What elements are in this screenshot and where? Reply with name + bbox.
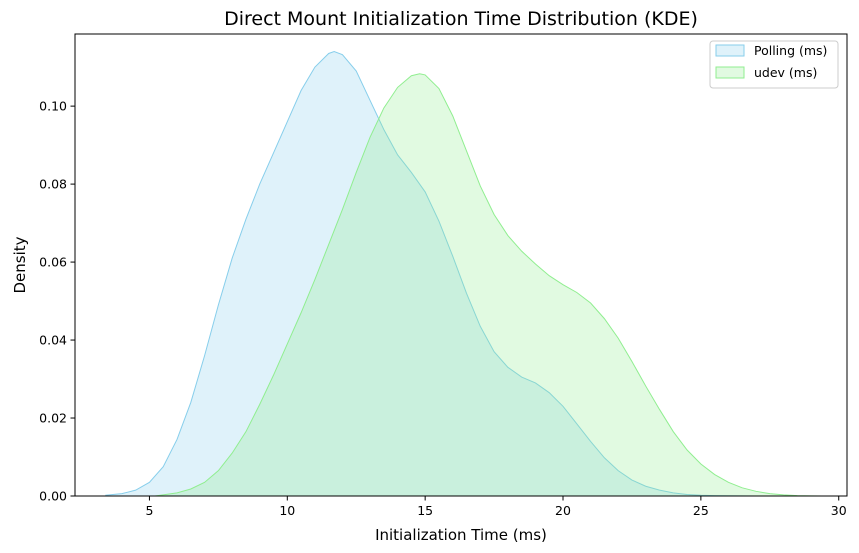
x-tick-label: 10 <box>279 503 295 518</box>
y-tick-label: 0.02 <box>39 411 67 426</box>
chart-title: Direct Mount Initialization Time Distrib… <box>224 8 698 30</box>
legend-swatch-udev <box>715 66 745 79</box>
y-tick-label: 0.04 <box>39 333 67 348</box>
legend-label-polling: Polling (ms) <box>754 43 827 58</box>
series-layer <box>105 51 823 497</box>
y-axis-label: Density <box>11 236 29 293</box>
legend-frame <box>709 40 839 89</box>
kde-area-polling <box>105 51 757 496</box>
kde-line-polling <box>105 51 757 497</box>
x-tick-label: 20 <box>555 503 571 518</box>
x-tick-label: 30 <box>831 503 847 518</box>
kde-area-udev <box>154 73 823 497</box>
y-tick-label: 0.10 <box>39 99 67 114</box>
legend: Polling (ms) udev (ms) <box>709 40 839 89</box>
legend-label-udev: udev (ms) <box>754 65 817 80</box>
legend-swatch-polling <box>715 44 745 57</box>
plot-area <box>74 33 848 497</box>
kde-line-udev <box>154 73 823 497</box>
x-tick-label: 5 <box>145 503 153 518</box>
y-axis: 0.00 0.02 0.04 0.06 0.08 0.10 <box>39 99 75 504</box>
x-axis: 5 10 15 20 25 30 <box>145 496 847 518</box>
plot-frame <box>74 33 848 497</box>
y-tick-label: 0.00 <box>39 489 67 504</box>
x-axis-label: Initialization Time (ms) <box>375 526 547 544</box>
y-tick-label: 0.08 <box>39 177 67 192</box>
y-tick-label: 0.06 <box>39 255 67 270</box>
x-tick-label: 25 <box>693 503 709 518</box>
x-tick-label: 15 <box>417 503 433 518</box>
